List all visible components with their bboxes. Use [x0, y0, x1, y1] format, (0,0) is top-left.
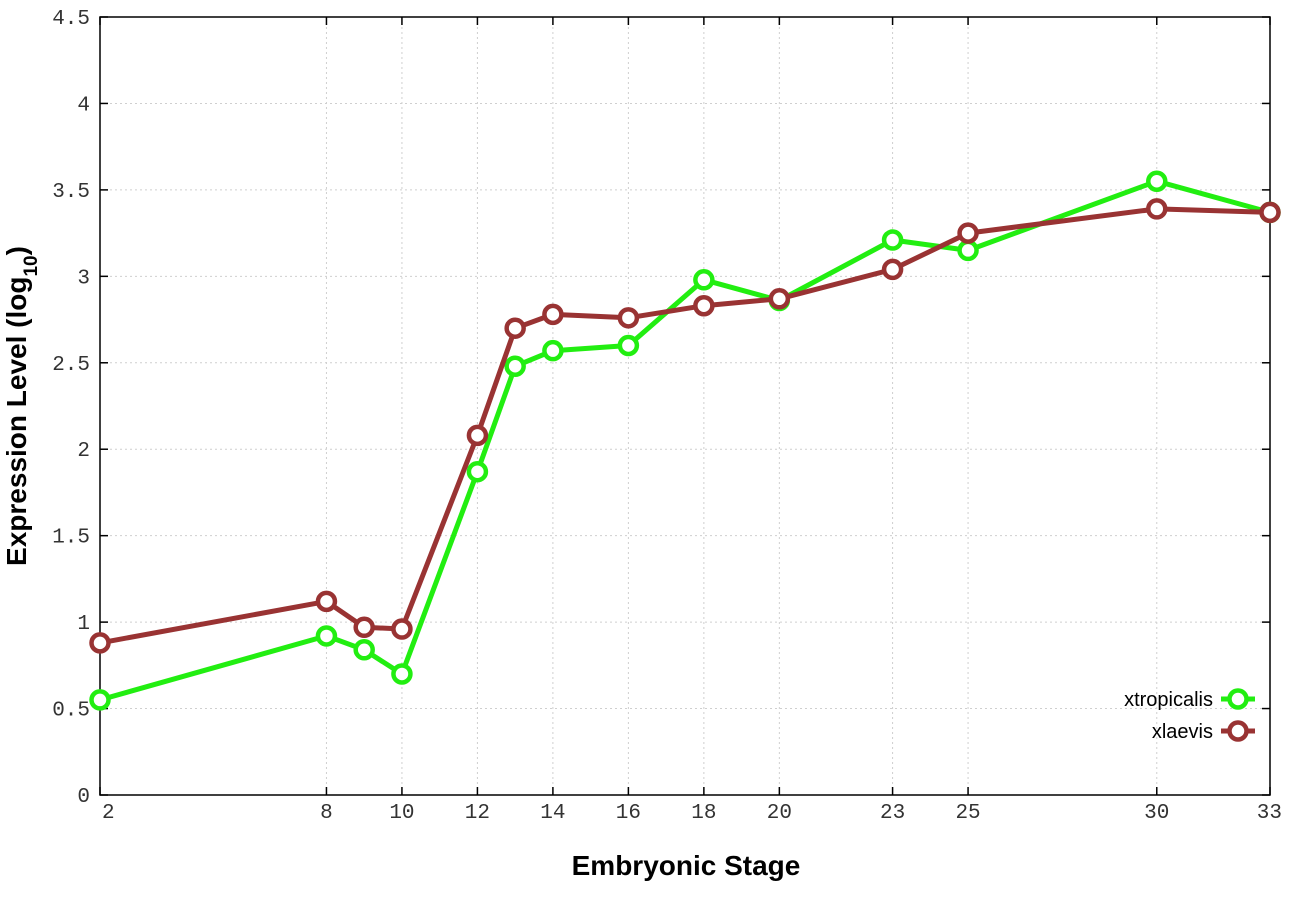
- data-point-xtropicalis: [617, 334, 640, 357]
- data-point-xlaevis: [391, 618, 413, 640]
- x-tick-label: 23: [880, 802, 905, 825]
- data-point-xlaevis: [315, 590, 338, 613]
- y-tick-label: 3.5: [52, 181, 90, 204]
- data-point-xlaevis: [693, 294, 715, 317]
- y-tick-label: 0.5: [52, 700, 90, 723]
- data-point-xtropicalis: [89, 689, 111, 711]
- legend: xtropicalis xlaevis: [1124, 688, 1255, 743]
- x-tick-label: 20: [767, 802, 792, 825]
- y-tick-label: 2: [77, 440, 90, 463]
- x-tick-label: 33: [1257, 802, 1282, 825]
- data-point-xtropicalis: [693, 269, 715, 291]
- series-layer: [89, 170, 1281, 711]
- series-xtropicalis: [89, 170, 1281, 711]
- x-axis-title: Embryonic Stage: [572, 850, 801, 881]
- x-tick-label: 8: [320, 802, 333, 825]
- data-point-xlaevis: [1146, 198, 1168, 220]
- plot-frame: [99, 16, 1271, 796]
- y-tick-label: 4.5: [52, 8, 90, 31]
- data-point-xlaevis: [89, 632, 111, 654]
- x-tick-label: 18: [691, 802, 716, 825]
- data-point-xtropicalis: [315, 625, 338, 647]
- data-point-xlaevis: [466, 424, 489, 447]
- x-tick-label: 25: [955, 802, 980, 825]
- data-point-xlaevis: [957, 222, 979, 244]
- legend-marker-xlaevis: [1227, 720, 1249, 742]
- x-tick-label: 16: [616, 802, 641, 825]
- legend-marker-xtropicalis: [1227, 688, 1249, 710]
- data-point-xtropicalis: [542, 339, 564, 362]
- data-point-xtropicalis: [353, 639, 375, 661]
- x-tick-label: 12: [465, 802, 490, 825]
- data-point-xlaevis: [1259, 201, 1281, 224]
- data-point-xtropicalis: [1146, 170, 1168, 192]
- x-tick-label: 10: [389, 802, 414, 825]
- y-axis-title-suffix: ): [1, 246, 32, 255]
- y-tick-label: 0: [77, 786, 90, 809]
- data-point-xtropicalis: [391, 663, 413, 685]
- y-tick-label: 3: [77, 267, 90, 290]
- series-xlaevis: [89, 198, 1281, 654]
- data-point-xtropicalis: [466, 460, 489, 483]
- y-tick-label: 4: [77, 94, 90, 117]
- data-point-xlaevis: [504, 317, 526, 339]
- axis-ticks: 0 0.5 1 1.5 2 2.5 3 3.5 4 4.5 2 8 10 12 14 16 18 20 23 25 30…: [52, 8, 1282, 825]
- x-tick-label: 30: [1144, 802, 1169, 825]
- data-point-xlaevis: [542, 303, 564, 326]
- grid: [100, 17, 1270, 795]
- y-tick-label: 1.5: [52, 527, 90, 550]
- data-point-xtropicalis: [881, 229, 904, 251]
- x-tick-label: 2: [102, 802, 115, 825]
- y-axis-title: Expression Level (log10): [1, 246, 42, 566]
- data-point-xtropicalis: [504, 355, 526, 377]
- x-tick-label: 14: [540, 802, 565, 825]
- legend-label-xlaevis: xlaevis: [1152, 721, 1213, 743]
- data-point-xtropicalis: [957, 239, 979, 262]
- data-point-xlaevis: [617, 307, 640, 329]
- data-point-xlaevis: [881, 258, 904, 281]
- y-axis-title-subscript: 10: [21, 255, 42, 276]
- data-point-xlaevis: [768, 288, 791, 310]
- data-point-xlaevis: [353, 616, 375, 639]
- y-axis-title-main: Expression Level (log: [1, 277, 32, 566]
- series-line-xlaevis: [99, 206, 1271, 646]
- legend-label-xtropicalis: xtropicalis: [1124, 689, 1213, 711]
- y-tick-label: 1: [77, 613, 90, 636]
- y-tick-label: 2.5: [52, 354, 90, 377]
